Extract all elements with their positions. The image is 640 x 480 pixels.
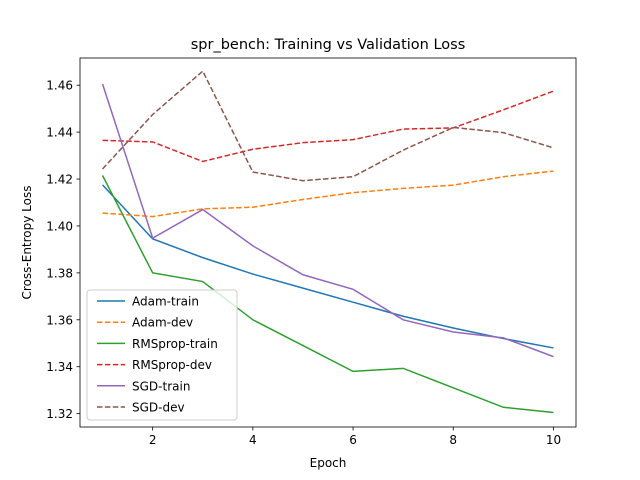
legend-label: SGD-train bbox=[132, 379, 190, 393]
y-tick-label: 1.42 bbox=[46, 173, 73, 187]
y-tick-label: 1.38 bbox=[46, 266, 73, 280]
x-tick-label: 8 bbox=[449, 433, 457, 447]
y-tick-label: 1.32 bbox=[46, 407, 73, 421]
series-line-adam-dev bbox=[102, 170, 554, 218]
series-line-sgd-dev bbox=[101, 69, 554, 182]
y-axis-label: Cross-Entropy Loss bbox=[20, 186, 34, 300]
series-line-sgd-train bbox=[101, 83, 554, 358]
y-tick-label: 1.44 bbox=[46, 126, 73, 140]
legend-label: Adam-train bbox=[132, 295, 199, 309]
legend: Adam-train Adam-dev RMSprop-train RMSprop-d… bbox=[86, 289, 238, 421]
legend-label: RMSprop-train bbox=[132, 337, 218, 351]
y-tick-label: 1.36 bbox=[46, 313, 73, 327]
series-line-rmsprop-train bbox=[101, 175, 554, 414]
plot-lines bbox=[101, 69, 554, 414]
x-tick-label: 6 bbox=[349, 433, 357, 447]
y-tick-label: 1.46 bbox=[46, 79, 73, 93]
x-axis-label: Epoch bbox=[310, 456, 347, 470]
chart-title: spr_bench: Training vs Validation Loss bbox=[191, 37, 466, 53]
y-axis: 1.32 1.34 1.36 1.38 1.40 1.42 1.44 1.46 bbox=[46, 79, 80, 421]
series-line-rmsprop-dev bbox=[102, 90, 554, 163]
series-line-adam-train bbox=[102, 184, 554, 349]
x-tick-label: 10 bbox=[546, 433, 561, 447]
legend-label: Adam-dev bbox=[132, 316, 193, 330]
x-axis: 2 4 6 8 10 bbox=[149, 427, 561, 447]
x-tick-label: 4 bbox=[249, 433, 257, 447]
y-tick-label: 1.40 bbox=[46, 219, 73, 233]
legend-label: RMSprop-dev bbox=[132, 358, 212, 372]
plot-frame bbox=[79, 57, 577, 428]
legend-label: SGD-dev bbox=[132, 401, 185, 415]
y-tick-label: 1.34 bbox=[46, 360, 73, 374]
x-tick-label: 2 bbox=[149, 433, 157, 447]
